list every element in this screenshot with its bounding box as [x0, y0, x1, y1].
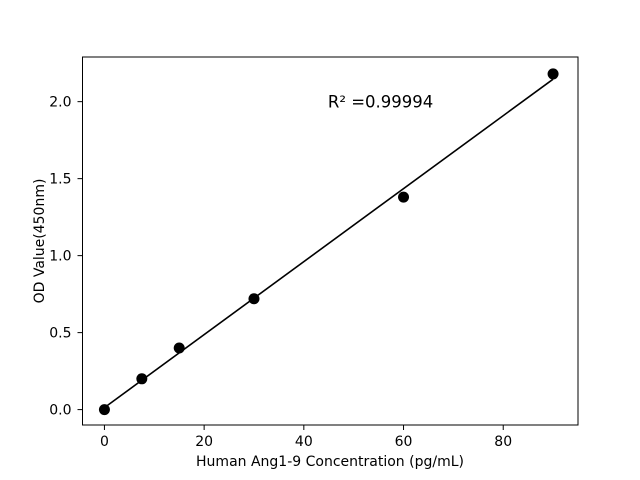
- data-point: [547, 68, 559, 80]
- x-tick-label: 0: [100, 434, 109, 450]
- x-tick-label: 60: [395, 434, 413, 450]
- x-tick-label: 80: [494, 434, 512, 450]
- data-point: [98, 404, 110, 416]
- x-axis-label: Human Ang1-9 Concentration (pg/mL): [196, 454, 464, 470]
- data-point: [398, 191, 410, 203]
- plot-border: [82, 56, 579, 426]
- data-point: [136, 373, 148, 385]
- r-squared-annotation: R² =0.99994: [328, 93, 433, 112]
- x-tick-label: 40: [295, 434, 313, 450]
- y-tick-label: 2.0: [49, 95, 71, 111]
- y-tick-label: 0.5: [49, 326, 71, 342]
- chart-generated-layer: 0 20 40 60 80 0.0 0.5 1.0 1.5 2.0: [49, 56, 579, 450]
- fit-line: [103, 78, 554, 409]
- y-tick-label: 1.0: [49, 249, 71, 265]
- y-tick-label: 0.0: [49, 403, 71, 419]
- x-tick-label: 20: [195, 434, 213, 450]
- data-point: [173, 342, 185, 354]
- data-point: [248, 293, 260, 305]
- y-tick-label: 1.5: [49, 172, 71, 188]
- y-axis-label: OD Value(450nm): [32, 179, 48, 304]
